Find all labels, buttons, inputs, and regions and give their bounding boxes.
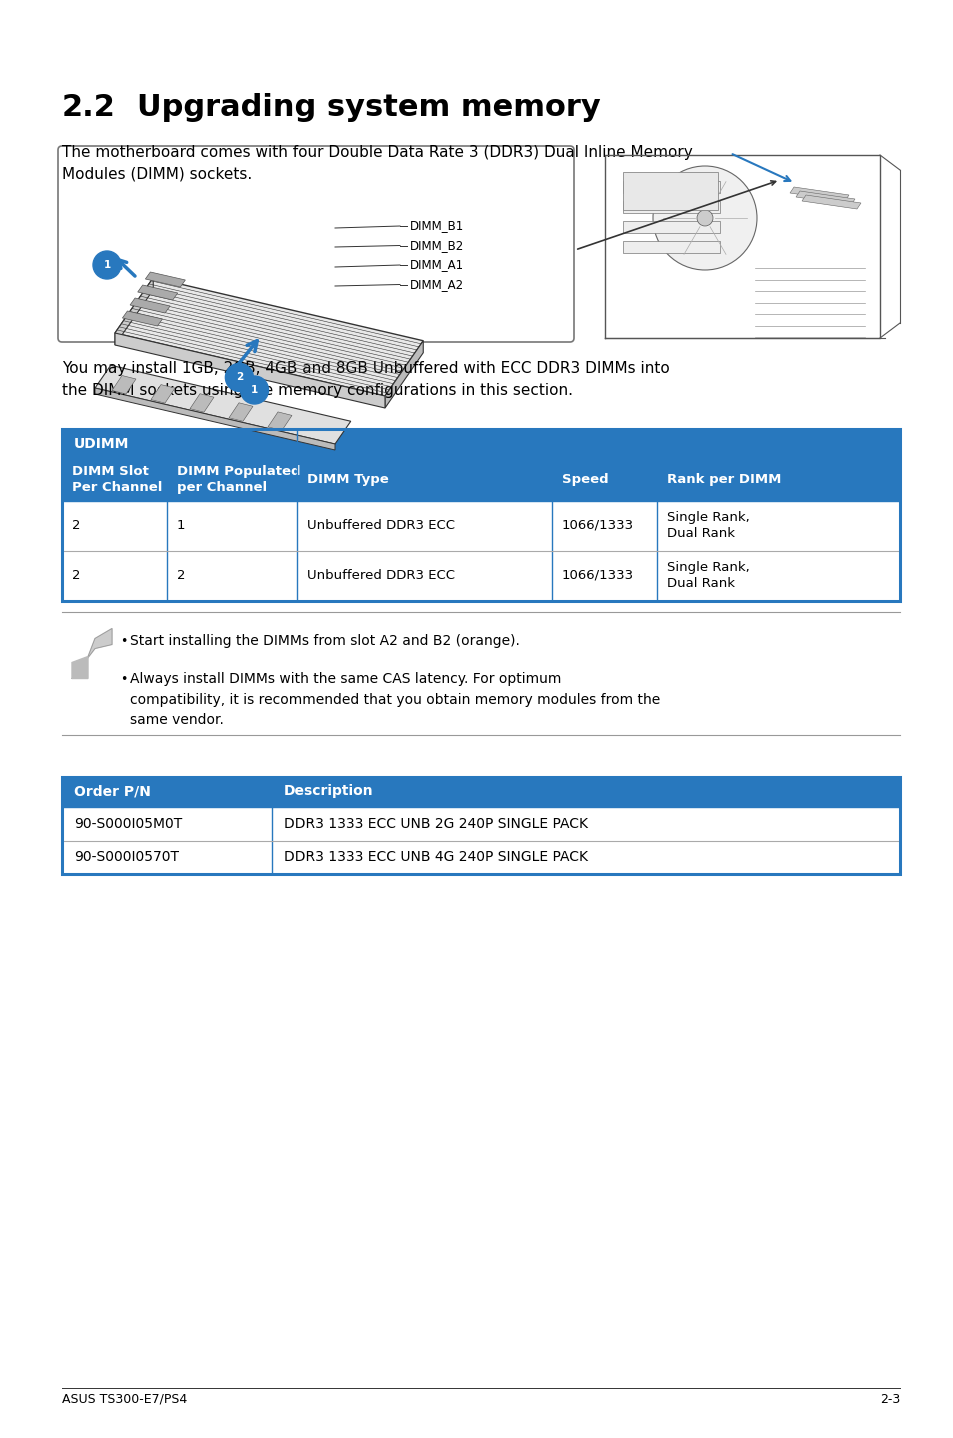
Text: Description: Description bbox=[284, 785, 374, 798]
FancyBboxPatch shape bbox=[622, 201, 720, 213]
Text: 2: 2 bbox=[235, 372, 243, 383]
FancyBboxPatch shape bbox=[622, 242, 720, 253]
Circle shape bbox=[652, 165, 757, 270]
Circle shape bbox=[225, 364, 253, 391]
Text: ASUS TS300-E7/PS4: ASUS TS300-E7/PS4 bbox=[62, 1393, 187, 1406]
Polygon shape bbox=[115, 334, 385, 408]
Text: 2: 2 bbox=[71, 519, 80, 532]
Polygon shape bbox=[71, 628, 112, 679]
Polygon shape bbox=[95, 365, 351, 444]
Polygon shape bbox=[385, 341, 423, 408]
Polygon shape bbox=[112, 375, 136, 394]
Text: DDR3 1333 ECC UNB 2G 240P SINGLE PACK: DDR3 1333 ECC UNB 2G 240P SINGLE PACK bbox=[284, 817, 587, 831]
Text: DIMM Populated
per Channel: DIMM Populated per Channel bbox=[177, 466, 300, 493]
FancyBboxPatch shape bbox=[62, 429, 899, 459]
Text: 1066/1333: 1066/1333 bbox=[561, 569, 634, 582]
Text: •: • bbox=[120, 634, 128, 647]
Polygon shape bbox=[115, 278, 153, 345]
FancyBboxPatch shape bbox=[622, 221, 720, 233]
Text: DIMM Type: DIMM Type bbox=[307, 473, 388, 486]
Text: 2: 2 bbox=[71, 569, 80, 582]
Circle shape bbox=[240, 375, 268, 404]
FancyBboxPatch shape bbox=[62, 840, 899, 874]
Text: Single Rank,
Dual Rank: Single Rank, Dual Rank bbox=[666, 561, 749, 590]
Polygon shape bbox=[145, 272, 185, 288]
Polygon shape bbox=[115, 278, 423, 395]
Text: Start installing the DIMMs from slot A2 and B2 (orange).: Start installing the DIMMs from slot A2 … bbox=[130, 634, 519, 649]
Text: Rank per DIMM: Rank per DIMM bbox=[666, 473, 781, 486]
Polygon shape bbox=[190, 394, 213, 413]
Text: •: • bbox=[120, 673, 128, 686]
Polygon shape bbox=[789, 187, 848, 201]
Text: 1: 1 bbox=[251, 385, 258, 395]
FancyBboxPatch shape bbox=[62, 807, 899, 840]
FancyBboxPatch shape bbox=[622, 173, 718, 210]
Polygon shape bbox=[268, 411, 292, 430]
Text: 2: 2 bbox=[177, 569, 185, 582]
Text: DIMM_B2: DIMM_B2 bbox=[410, 239, 464, 252]
Polygon shape bbox=[137, 285, 177, 301]
Text: 1: 1 bbox=[177, 519, 185, 532]
Text: DDR3 1333 ECC UNB 4G 240P SINGLE PACK: DDR3 1333 ECC UNB 4G 240P SINGLE PACK bbox=[284, 850, 587, 864]
Text: Always install DIMMs with the same CAS latency. For optimum
compatibility, it is: Always install DIMMs with the same CAS l… bbox=[130, 673, 659, 726]
Text: Single Rank,
Dual Rank: Single Rank, Dual Rank bbox=[666, 510, 749, 541]
Text: Speed: Speed bbox=[561, 473, 608, 486]
Circle shape bbox=[92, 252, 121, 279]
Text: Order P/N: Order P/N bbox=[74, 785, 151, 798]
Polygon shape bbox=[151, 384, 174, 403]
Text: Unbuffered DDR3 ECC: Unbuffered DDR3 ECC bbox=[307, 519, 455, 532]
Text: UDIMM: UDIMM bbox=[74, 437, 130, 450]
FancyBboxPatch shape bbox=[622, 181, 720, 193]
Text: Upgrading system memory: Upgrading system memory bbox=[137, 93, 600, 122]
Text: Unbuffered DDR3 ECC: Unbuffered DDR3 ECC bbox=[307, 569, 455, 582]
Polygon shape bbox=[801, 196, 861, 209]
Text: You may install 1GB, 2GB, 4GB and 8GB Unbuffered with ECC DDR3 DIMMs into
the DI: You may install 1GB, 2GB, 4GB and 8GB Un… bbox=[62, 361, 669, 397]
Polygon shape bbox=[122, 311, 162, 326]
Polygon shape bbox=[95, 388, 335, 450]
FancyBboxPatch shape bbox=[62, 551, 899, 601]
FancyBboxPatch shape bbox=[62, 777, 899, 807]
Polygon shape bbox=[71, 657, 88, 679]
Text: 1066/1333: 1066/1333 bbox=[561, 519, 634, 532]
Text: 1: 1 bbox=[103, 260, 111, 270]
Text: DIMM Slot
Per Channel: DIMM Slot Per Channel bbox=[71, 466, 162, 493]
Text: 90-S000I05M0T: 90-S000I05M0T bbox=[74, 817, 182, 831]
Text: DIMM_B1: DIMM_B1 bbox=[410, 220, 464, 233]
FancyBboxPatch shape bbox=[58, 147, 574, 342]
Text: 90-S000I0570T: 90-S000I0570T bbox=[74, 850, 179, 864]
Polygon shape bbox=[795, 191, 854, 206]
Text: 2-3: 2-3 bbox=[879, 1393, 899, 1406]
Polygon shape bbox=[229, 403, 253, 421]
Polygon shape bbox=[130, 298, 170, 313]
FancyBboxPatch shape bbox=[62, 500, 899, 551]
Text: The motherboard comes with four Double Data Rate 3 (DDR3) Dual Inline Memory
Mod: The motherboard comes with four Double D… bbox=[62, 145, 692, 181]
FancyBboxPatch shape bbox=[62, 459, 899, 500]
Text: DIMM_A2: DIMM_A2 bbox=[410, 278, 464, 290]
Text: 2.2: 2.2 bbox=[62, 93, 115, 122]
Text: DIMM_A1: DIMM_A1 bbox=[410, 259, 464, 272]
Circle shape bbox=[697, 210, 712, 226]
